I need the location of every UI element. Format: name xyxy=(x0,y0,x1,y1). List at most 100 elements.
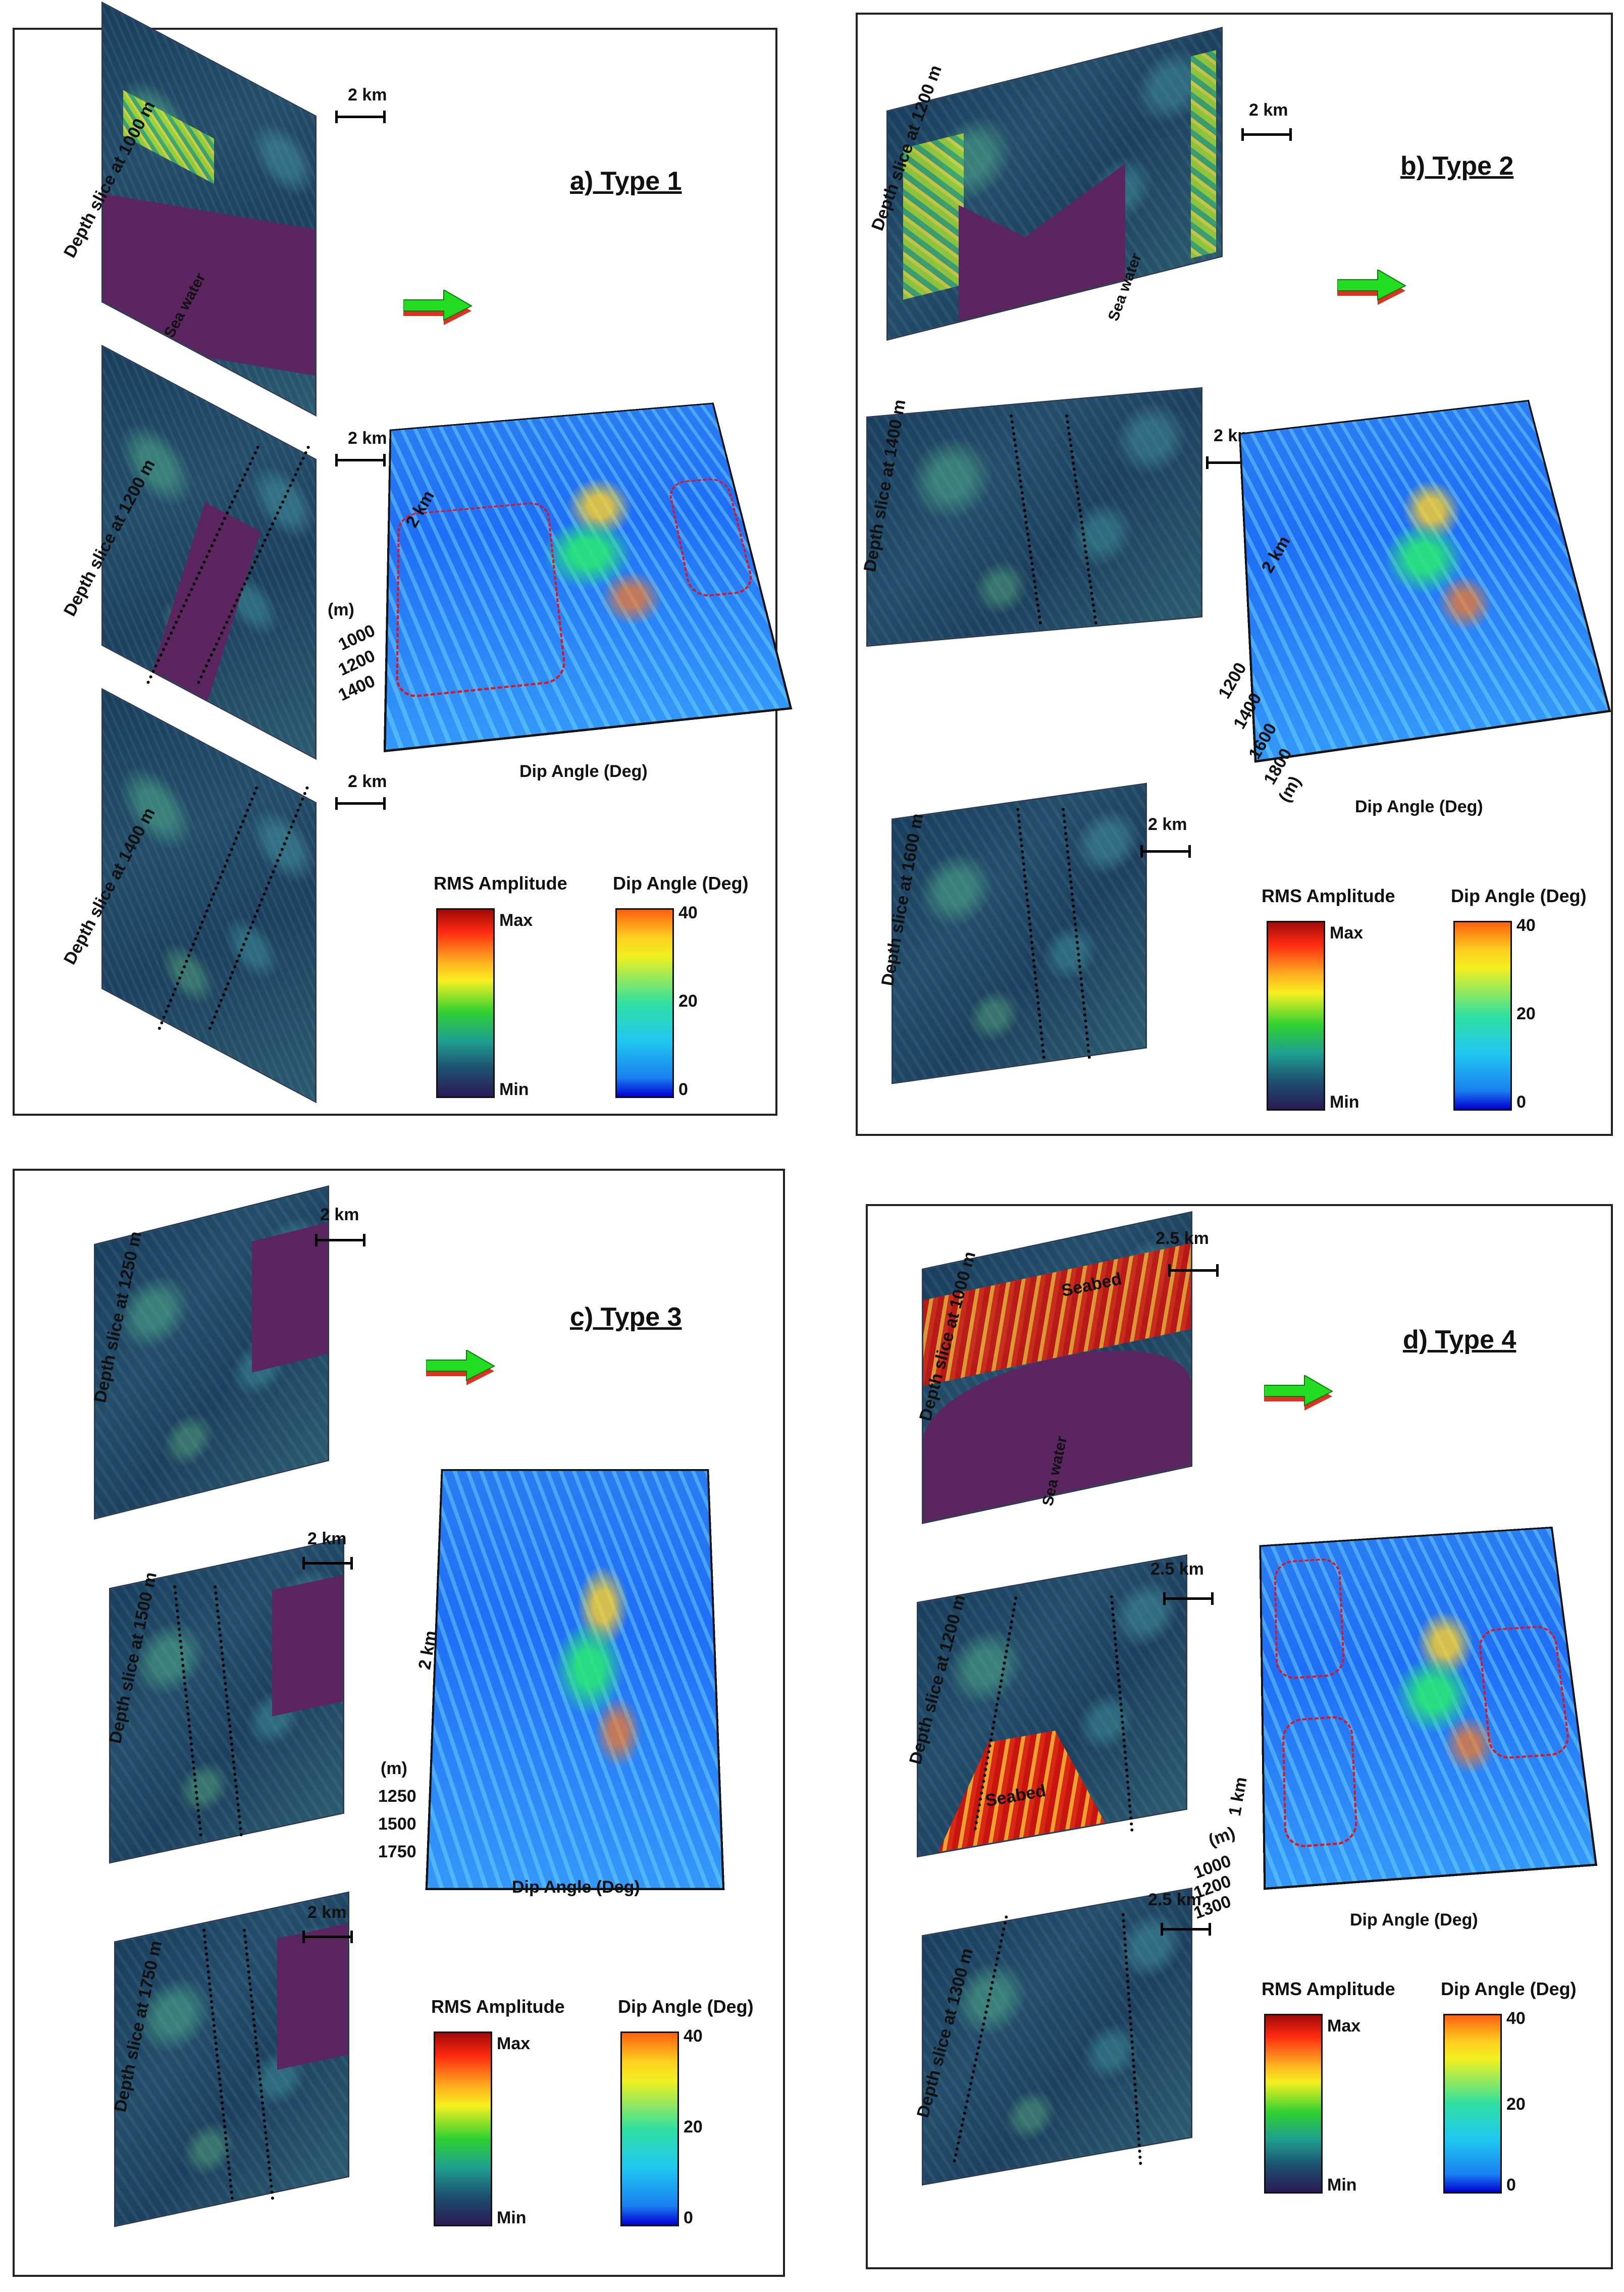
dip-colorbar xyxy=(620,2031,679,2226)
scale-bar-label: 2 km xyxy=(1148,815,1187,835)
rms-colorbar xyxy=(1264,2014,1323,2194)
dip-tick: 40 xyxy=(1516,916,1536,935)
rms-min-label: Min xyxy=(497,2208,527,2228)
seismic-texture xyxy=(103,690,315,1101)
scale-bar-label: 2.5 km xyxy=(1150,1559,1204,1579)
dip-colorbar xyxy=(1443,2014,1502,2194)
scale-bar xyxy=(335,108,386,123)
highlight-outline xyxy=(1282,1715,1358,1849)
depth-slice-image xyxy=(103,4,315,414)
rms-min-label: Min xyxy=(1327,2175,1357,2195)
dip-legend-title: Dip Angle (Deg) xyxy=(613,873,749,894)
scale-bar xyxy=(1161,1920,1211,1936)
dip-legend-title: Dip Angle (Deg) xyxy=(618,1996,754,2017)
arrow-right-icon xyxy=(1337,270,1408,305)
axis-label: Dip Angle (Deg) xyxy=(519,762,648,782)
dip-tick: 0 xyxy=(684,2208,693,2228)
panel-a: a) Type 1 Depth slice at 1000 m Sea wate… xyxy=(13,28,777,1116)
depth-tick: 1250 xyxy=(378,1787,416,1806)
rms-colorbar xyxy=(1267,921,1325,1111)
scale-bar xyxy=(315,1231,365,1246)
dip-tick: 40 xyxy=(684,2026,703,2046)
cube-frame xyxy=(1239,400,1611,763)
highlight-outline xyxy=(396,501,567,699)
scale-bar-label: 2 km xyxy=(320,1205,359,1225)
scale-bar xyxy=(1163,1590,1214,1605)
rms-colorbar xyxy=(436,908,495,1098)
scale-bar-label: 2.5 km xyxy=(1156,1229,1209,1248)
depth-tick: 1500 xyxy=(378,1814,416,1834)
dip-tick: 40 xyxy=(1506,2009,1526,2028)
panel-title: d) Type 4 xyxy=(1403,1325,1516,1355)
rms-colorbar xyxy=(434,2031,492,2226)
dip-tick: 0 xyxy=(1516,1092,1526,1112)
sea-water-region xyxy=(272,1575,343,1716)
bright-amplitude-zone xyxy=(1191,50,1216,258)
arrow-right-icon xyxy=(403,290,474,325)
scale-bar xyxy=(1241,126,1292,141)
cube-frame xyxy=(426,1469,725,1890)
rms-min-label: Min xyxy=(1330,1092,1359,1112)
depth-slice-image xyxy=(923,1889,1191,2183)
dip-legend-title: Dip Angle (Deg) xyxy=(1441,1978,1577,2000)
depth-slice-image xyxy=(103,690,315,1101)
panel-d: d) Type 4 Seabed Sea water Depth slice a… xyxy=(866,1204,1613,2269)
rms-legend-title: RMS Amplitude xyxy=(1262,885,1395,907)
dip-tick: 0 xyxy=(678,1080,688,1100)
axis-label: Dip Angle (Deg) xyxy=(1355,797,1483,817)
axis-label: Dip Angle (Deg) xyxy=(1350,1910,1478,1930)
arrow-right-icon xyxy=(1264,1375,1335,1411)
dip-angle-3d-cube xyxy=(1239,400,1611,763)
panel-b: b) Type 2 Depth slice at 1200 m Sea wate… xyxy=(856,13,1613,1136)
dip-legend-title: Dip Angle (Deg) xyxy=(1451,885,1587,907)
panel-c: c) Type 3 Depth slice at 1250 m 2 km Dep… xyxy=(13,1169,785,2277)
dip-tick: 20 xyxy=(1516,1004,1536,1024)
panel-title: c) Type 3 xyxy=(570,1302,682,1332)
scale-bar xyxy=(335,451,386,466)
dip-angle-3d-cube xyxy=(426,1469,725,1890)
rms-max-label: Max xyxy=(497,2034,530,2054)
scale-bar xyxy=(1140,843,1191,858)
dip-tick: 0 xyxy=(1506,2175,1516,2195)
dip-tick: 20 xyxy=(678,992,698,1011)
scale-bar-label: 2 km xyxy=(307,1529,347,1549)
dip-angle-3d-cube xyxy=(1259,1527,1597,1890)
highlight-outline xyxy=(1478,1625,1571,1760)
cube-scale-label: 1 km xyxy=(1225,1776,1251,1817)
scale-bar xyxy=(335,795,386,810)
rms-max-label: Max xyxy=(1327,2016,1360,2036)
rms-legend-title: RMS Amplitude xyxy=(434,873,567,894)
scale-bar xyxy=(302,1928,353,1943)
arrow-right-icon xyxy=(426,1350,497,1385)
depth-unit-label: (m) xyxy=(328,600,354,620)
scale-bar xyxy=(1168,1262,1219,1277)
scale-bar-label: 2 km xyxy=(348,429,387,448)
scale-bar-label: 2 km xyxy=(1249,100,1288,120)
panel-title: a) Type 1 xyxy=(570,166,682,196)
depth-unit-label: (m) xyxy=(381,1759,407,1779)
dip-angle-3d-cube xyxy=(384,402,793,752)
rms-legend-title: RMS Amplitude xyxy=(431,1996,565,2017)
axis-label: Dip Angle (Deg) xyxy=(512,1878,640,1897)
depth-slice-image xyxy=(868,389,1201,645)
dip-tick: 20 xyxy=(1506,2095,1526,2114)
sea-water-region xyxy=(277,1923,348,2070)
scale-bar-label: 2 km xyxy=(348,772,387,792)
rms-min-label: Min xyxy=(499,1080,529,1100)
panel-title: b) Type 2 xyxy=(1400,151,1513,181)
seismic-texture xyxy=(923,1889,1191,2183)
dip-tick: 20 xyxy=(684,2117,703,2137)
depth-tick: 1750 xyxy=(378,1842,416,1862)
dip-colorbar xyxy=(615,908,674,1098)
dip-tick: 40 xyxy=(678,903,698,923)
depth-unit-label: (m) xyxy=(1206,1823,1238,1851)
scale-bar xyxy=(302,1554,353,1570)
rms-max-label: Max xyxy=(499,911,533,930)
seismic-texture xyxy=(868,389,1201,645)
scale-bar-label: 2 km xyxy=(307,1903,347,1922)
rms-max-label: Max xyxy=(1330,923,1363,943)
dip-colorbar xyxy=(1453,921,1512,1111)
rms-legend-title: RMS Amplitude xyxy=(1262,1978,1395,2000)
highlight-outline xyxy=(1274,1557,1345,1680)
scale-bar-label: 2 km xyxy=(348,85,387,105)
